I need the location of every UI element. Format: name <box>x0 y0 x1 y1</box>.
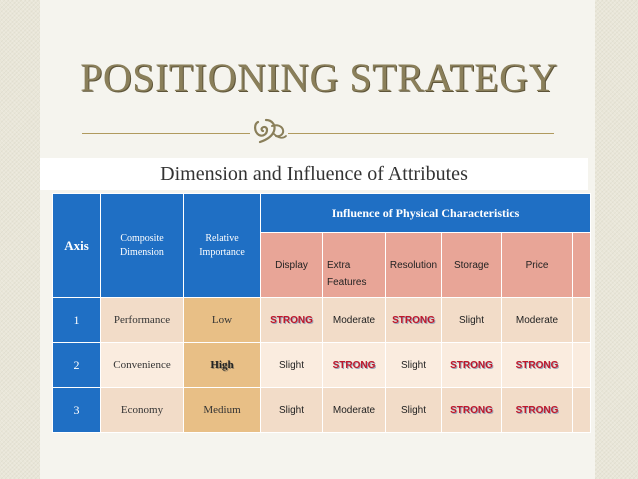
table-row: 1 Performance Low STRONG Moderate STRONG… <box>52 297 592 343</box>
cell-price: STRONG <box>501 387 573 433</box>
row-importance: High <box>183 342 261 388</box>
table-row: 3 Economy Medium Slight Moderate Slight … <box>52 387 592 433</box>
header-relative-line2: Importance <box>199 246 245 258</box>
column-empty <box>571 232 592 298</box>
cell-price: STRONG <box>501 342 573 388</box>
cell-empty <box>571 297 592 343</box>
header-composite-dimension: Composite Dimension <box>100 193 184 298</box>
title-divider-left <box>82 133 250 134</box>
column-display: Display <box>260 232 323 298</box>
header-composite-line1: Composite <box>120 232 164 244</box>
header-composite-line2: Dimension <box>120 246 164 258</box>
cell-storage: Slight <box>441 297 502 343</box>
title-divider-right <box>288 133 554 134</box>
row-axis: 1 <box>52 297 101 343</box>
cell-display: Slight <box>260 387 323 433</box>
column-extra-line1: Extra <box>327 260 351 271</box>
cell-empty <box>571 342 592 388</box>
row-axis: 2 <box>52 342 101 388</box>
cell-display: STRONG <box>260 297 323 343</box>
column-price: Price <box>501 232 573 298</box>
cell-extra-features: STRONG <box>322 342 386 388</box>
cell-empty <box>571 387 592 433</box>
cell-storage: STRONG <box>441 342 502 388</box>
cell-extra-features: Moderate <box>322 387 386 433</box>
slide-title: POSITIONING STRATEGY <box>80 55 558 100</box>
slide-subtitle: Dimension and Influence of Attributes <box>40 158 588 190</box>
table-row: 2 Convenience High Slight STRONG Slight … <box>52 342 592 388</box>
row-importance: Medium <box>183 387 261 433</box>
column-extra-line2: Features <box>327 277 367 288</box>
row-dimension: Performance <box>100 297 184 343</box>
header-relative-line1: Relative <box>205 232 239 244</box>
cell-extra-features: Moderate <box>322 297 386 343</box>
cell-resolution: Slight <box>385 342 442 388</box>
row-dimension: Convenience <box>100 342 184 388</box>
column-extra-features: Extra Features <box>322 232 386 298</box>
row-dimension: Economy <box>100 387 184 433</box>
cell-storage: STRONG <box>441 387 502 433</box>
column-resolution: Resolution <box>385 232 442 298</box>
cell-display: Slight <box>260 342 323 388</box>
header-influence: Influence of Physical Characteristics <box>259 193 592 233</box>
cell-resolution: Slight <box>385 387 442 433</box>
fleuron-ornament-icon <box>254 118 287 144</box>
attributes-table: Axis Composite Dimension Relative Import… <box>52 193 592 433</box>
cell-price: Moderate <box>501 297 573 343</box>
column-storage: Storage <box>441 232 502 298</box>
row-importance: Low <box>183 297 261 343</box>
cell-resolution: STRONG <box>385 297 442 343</box>
header-axis: Axis <box>52 193 101 298</box>
row-axis: 3 <box>52 387 101 433</box>
header-relative-importance: Relative Importance <box>183 193 261 298</box>
